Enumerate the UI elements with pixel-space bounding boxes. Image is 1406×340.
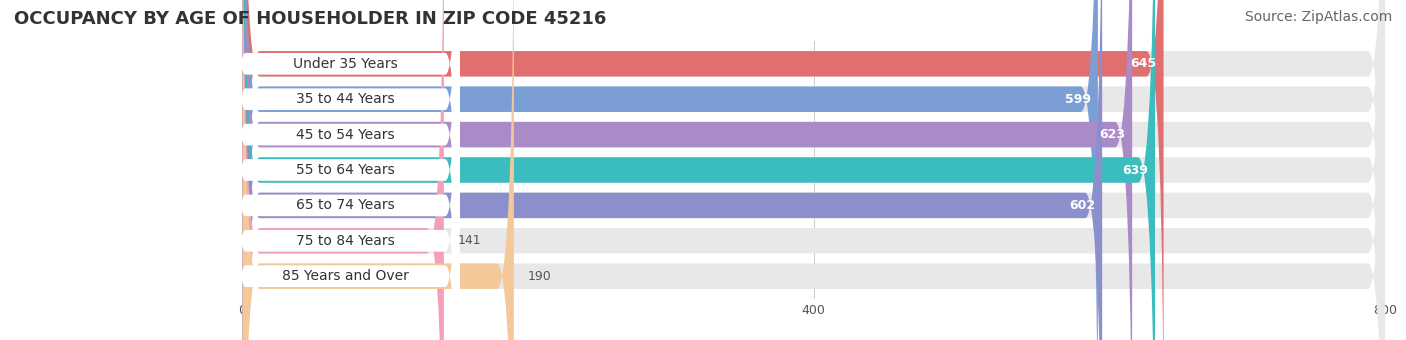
FancyBboxPatch shape — [231, 0, 460, 340]
Text: 75 to 84 Years: 75 to 84 Years — [297, 234, 395, 248]
FancyBboxPatch shape — [243, 0, 1385, 340]
FancyBboxPatch shape — [243, 0, 1385, 340]
FancyBboxPatch shape — [231, 0, 460, 340]
Text: Source: ZipAtlas.com: Source: ZipAtlas.com — [1244, 10, 1392, 24]
FancyBboxPatch shape — [243, 0, 1385, 340]
Text: 141: 141 — [458, 234, 482, 247]
FancyBboxPatch shape — [231, 0, 460, 340]
FancyBboxPatch shape — [243, 0, 1385, 340]
FancyBboxPatch shape — [243, 0, 513, 340]
FancyBboxPatch shape — [243, 0, 1385, 340]
FancyBboxPatch shape — [243, 0, 1154, 340]
FancyBboxPatch shape — [243, 0, 1385, 340]
Text: 623: 623 — [1099, 128, 1125, 141]
Text: 602: 602 — [1069, 199, 1095, 212]
Text: Under 35 Years: Under 35 Years — [292, 57, 398, 71]
FancyBboxPatch shape — [231, 0, 460, 340]
Text: OCCUPANCY BY AGE OF HOUSEHOLDER IN ZIP CODE 45216: OCCUPANCY BY AGE OF HOUSEHOLDER IN ZIP C… — [14, 10, 606, 28]
Text: 45 to 54 Years: 45 to 54 Years — [297, 128, 395, 141]
Text: 65 to 74 Years: 65 to 74 Years — [297, 199, 395, 212]
Text: 639: 639 — [1122, 164, 1147, 176]
FancyBboxPatch shape — [231, 0, 460, 340]
FancyBboxPatch shape — [243, 0, 1098, 340]
Text: 645: 645 — [1130, 57, 1157, 70]
FancyBboxPatch shape — [231, 0, 460, 340]
FancyBboxPatch shape — [243, 0, 1385, 340]
FancyBboxPatch shape — [243, 0, 1164, 340]
Text: 85 Years and Over: 85 Years and Over — [283, 269, 409, 283]
FancyBboxPatch shape — [243, 0, 1102, 340]
FancyBboxPatch shape — [231, 0, 460, 340]
Text: 55 to 64 Years: 55 to 64 Years — [297, 163, 395, 177]
Text: 599: 599 — [1064, 93, 1091, 106]
Text: 35 to 44 Years: 35 to 44 Years — [297, 92, 395, 106]
Text: 190: 190 — [529, 270, 553, 283]
FancyBboxPatch shape — [243, 0, 1132, 340]
FancyBboxPatch shape — [243, 0, 444, 340]
